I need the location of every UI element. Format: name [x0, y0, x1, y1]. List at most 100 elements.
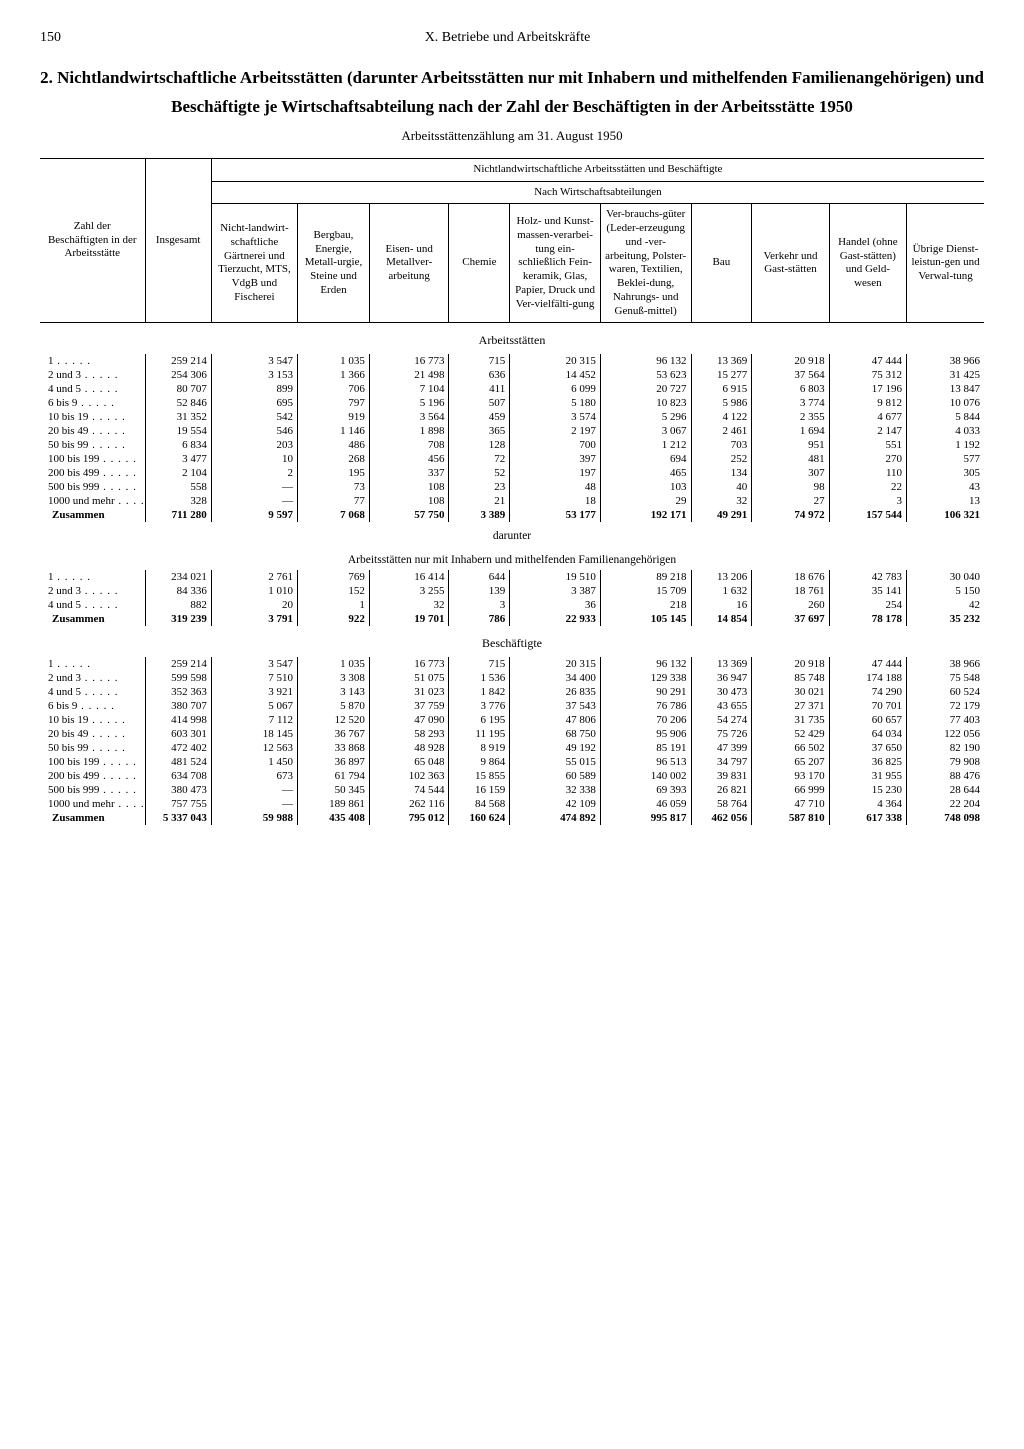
- cell: 66 999: [752, 783, 829, 797]
- cell: 174 188: [829, 671, 906, 685]
- cell: 3 547: [211, 657, 297, 671]
- cell: 16 414: [369, 570, 449, 584]
- cell: 26 835: [510, 685, 601, 699]
- row-label: 2 und 3: [40, 584, 145, 598]
- cell: 27: [752, 494, 829, 508]
- cell: 254 306: [145, 368, 211, 382]
- cell: 85 748: [752, 671, 829, 685]
- cell: 22: [829, 480, 906, 494]
- cell: 47 710: [752, 797, 829, 811]
- cell: 715: [449, 657, 510, 671]
- table-row: 20 bis 49603 30118 14536 76758 29311 195…: [40, 727, 984, 741]
- cell: 23: [449, 480, 510, 494]
- cell: 3: [449, 598, 510, 612]
- cell: 70 701: [829, 699, 906, 713]
- col-h-2: Eisen- und Metallver-arbeitung: [369, 204, 449, 323]
- cell: 96 513: [600, 755, 691, 769]
- cell: 26 821: [691, 783, 752, 797]
- cell: 47 444: [829, 354, 906, 368]
- cell: 1 536: [449, 671, 510, 685]
- cell: 5 150: [907, 584, 984, 598]
- cell: 88 476: [907, 769, 984, 783]
- table-row: 4 und 5882201323362181626025442: [40, 598, 984, 612]
- cell: 89 218: [600, 570, 691, 584]
- cell: 84 568: [449, 797, 510, 811]
- section-title: Arbeitsstätten: [40, 323, 984, 355]
- cell: 922: [298, 612, 370, 626]
- cell: 3 153: [211, 368, 297, 382]
- cell: 7 510: [211, 671, 297, 685]
- cell: 43 655: [691, 699, 752, 713]
- cell: 8 919: [449, 741, 510, 755]
- row-label: 1000 und mehr: [40, 494, 145, 508]
- cell: 3 308: [298, 671, 370, 685]
- cell: 29: [600, 494, 691, 508]
- cell: 10: [211, 452, 297, 466]
- row-label: 200 bis 499: [40, 466, 145, 480]
- table-row: 2 und 3254 3063 1531 36621 49863614 4525…: [40, 368, 984, 382]
- cell: 30 473: [691, 685, 752, 699]
- cell: 3 774: [752, 396, 829, 410]
- cell: 28 644: [907, 783, 984, 797]
- cell: 49 291: [691, 508, 752, 522]
- cell: 78 178: [829, 612, 906, 626]
- col-h-5: Ver-brauchs-güter (Leder-erzeugung und -…: [600, 204, 691, 323]
- cell: 260: [752, 598, 829, 612]
- cell: 38 966: [907, 354, 984, 368]
- cell: 481 524: [145, 755, 211, 769]
- cell: 20 918: [752, 657, 829, 671]
- cell: 76 786: [600, 699, 691, 713]
- table-row: 1259 2143 5471 03516 77371520 31596 1321…: [40, 657, 984, 671]
- cell: 19 554: [145, 424, 211, 438]
- cell: 10 076: [907, 396, 984, 410]
- cell: 47 090: [369, 713, 449, 727]
- cell: 57 750: [369, 508, 449, 522]
- cell: 192 171: [600, 508, 691, 522]
- cell: 50 345: [298, 783, 370, 797]
- cell: 47 399: [691, 741, 752, 755]
- cell: 96 132: [600, 657, 691, 671]
- cell: 60 524: [907, 685, 984, 699]
- cell: 139: [449, 584, 510, 598]
- cell: 36 825: [829, 755, 906, 769]
- cell: 1 366: [298, 368, 370, 382]
- cell: 234 021: [145, 570, 211, 584]
- cell: 21 498: [369, 368, 449, 382]
- cell: 1 450: [211, 755, 297, 769]
- cell: 899: [211, 382, 297, 396]
- table-title: 2. Nichtlandwirtschaftliche Arbeitsstätt…: [40, 64, 984, 122]
- cell: 634 708: [145, 769, 211, 783]
- cell: 65 207: [752, 755, 829, 769]
- cell: 1 035: [298, 354, 370, 368]
- cell: 995 817: [600, 811, 691, 825]
- cell: 6 803: [752, 382, 829, 396]
- cell: 13 369: [691, 657, 752, 671]
- cell: 1 694: [752, 424, 829, 438]
- table-row: 6 bis 952 8466957975 1965075 18010 8235 …: [40, 396, 984, 410]
- table-row: 20 bis 4919 5545461 1461 8983652 1973 06…: [40, 424, 984, 438]
- cell: 31 955: [829, 769, 906, 783]
- cell: 2: [211, 466, 297, 480]
- row-label: 1000 und mehr: [40, 797, 145, 811]
- cell: 703: [691, 438, 752, 452]
- cell: 1 192: [907, 438, 984, 452]
- cell: 397: [510, 452, 601, 466]
- cell: 15 709: [600, 584, 691, 598]
- col-h-6: Bau: [691, 204, 752, 323]
- cell: 18 676: [752, 570, 829, 584]
- header-group-sub: Nach Wirtschaftsabteilungen: [211, 181, 984, 204]
- cell: 72: [449, 452, 510, 466]
- table-row: 10 bis 1931 3525429193 5644593 5745 2964…: [40, 410, 984, 424]
- cell: 46 059: [600, 797, 691, 811]
- table-row: Zusammen319 2393 79192219 70178622 93310…: [40, 612, 984, 626]
- cell: 617 338: [829, 811, 906, 825]
- page-number: 150: [40, 30, 61, 46]
- cell: 18 145: [211, 727, 297, 741]
- cell: 2 197: [510, 424, 601, 438]
- cell: 20 918: [752, 354, 829, 368]
- cell: 6 099: [510, 382, 601, 396]
- cell: 53 177: [510, 508, 601, 522]
- cell: 30 021: [752, 685, 829, 699]
- cell: 122 056: [907, 727, 984, 741]
- cell: 636: [449, 368, 510, 382]
